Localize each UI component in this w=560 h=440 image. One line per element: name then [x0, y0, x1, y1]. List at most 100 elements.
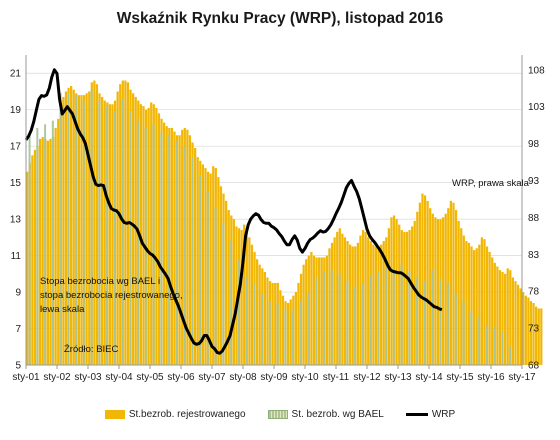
registered-bar [501, 272, 504, 365]
left-axis-tick-label: 7 [15, 324, 21, 335]
registered-bar [57, 118, 60, 365]
registered-bar [462, 235, 465, 365]
annotations: Stopa bezrobocia wg BAEL i stopa bezrobo… [40, 178, 530, 355]
left-axis-tick-label: 17 [10, 142, 22, 153]
bael-bar [377, 272, 380, 365]
bael-bar [485, 324, 488, 365]
registered-bar [119, 84, 122, 366]
registered-bar [26, 171, 29, 365]
legend-item-registered: St.bezrob. rejestrowanego [104, 409, 246, 420]
registered-bar [88, 91, 91, 366]
bael-bar [462, 301, 465, 365]
registered-bar [80, 95, 83, 365]
registered-bar [457, 220, 460, 365]
bael-bar [160, 133, 163, 365]
registered-bar [442, 217, 445, 365]
x-axis-tick-label: sty-05 [136, 372, 164, 383]
bael-bar [206, 191, 209, 365]
bael-bar [214, 208, 217, 365]
registered-bar [212, 166, 215, 365]
x-axis-tick-label: sty-08 [229, 372, 257, 383]
registered-bar [62, 96, 65, 366]
bael-bar [439, 279, 442, 365]
registered-bar [343, 237, 347, 365]
registered-bar [72, 89, 75, 365]
registered-bar [201, 164, 204, 365]
wrp-axis-note: WRP, prawa skala [452, 178, 530, 189]
registered-bar [478, 244, 481, 365]
bael-swatch-icon [267, 409, 288, 419]
registered-bar [349, 244, 352, 365]
registered-bar [475, 248, 478, 365]
registered-bar [150, 102, 153, 365]
bael-bar [261, 293, 264, 365]
registered-bar [341, 233, 344, 365]
registered-bar [173, 131, 176, 365]
registered-bar [382, 241, 385, 365]
bael-bar [98, 100, 101, 366]
registered-bar [374, 246, 378, 365]
registered-bar [256, 259, 259, 365]
x-axis-tick-label: sty-10 [291, 372, 319, 383]
chart-title: Wskaźnik Rynku Pracy (WRP), listopad 201… [116, 10, 444, 27]
registered-bar [108, 104, 111, 365]
registered-bar [49, 138, 52, 365]
registered-bar [281, 295, 285, 365]
registered-bar [235, 226, 238, 365]
registered-bar [103, 100, 106, 366]
registered-bar [426, 200, 429, 365]
right-axis-tick-label: 98 [528, 139, 540, 150]
wrp-line-layer [24, 68, 443, 355]
bael-bar [230, 241, 233, 365]
bael-bar [361, 282, 364, 365]
bael-bar [191, 157, 194, 365]
registered-bar [243, 224, 246, 365]
registered-bar [165, 126, 168, 365]
bael-bar [509, 346, 512, 365]
registered-bar [351, 246, 354, 365]
source-note: Źródło: BIEC [64, 344, 119, 355]
bael-bar [330, 270, 333, 365]
registered-bar [470, 246, 473, 365]
registered-bar [219, 186, 223, 365]
registered-bar [529, 301, 533, 365]
registered-bar [209, 173, 212, 365]
registered-bar [372, 244, 375, 365]
registered-unemployment-bars [26, 80, 543, 366]
registered-bar [132, 93, 135, 365]
left-series-note-line1: Stopa bezrobocia wg BAEL i [40, 276, 160, 287]
wrp-line [24, 68, 443, 355]
registered-bar [325, 255, 328, 365]
registered-bar [155, 107, 158, 365]
left-axis-tick-label: 13 [10, 215, 22, 226]
registered-bar [405, 231, 409, 365]
registered-bar [70, 86, 73, 365]
bael-bar [315, 277, 318, 365]
registered-bar [380, 244, 383, 365]
registered-bar [95, 84, 99, 366]
bael-bar [400, 264, 403, 365]
registered-bar [163, 122, 166, 366]
x-axis-tick-label: sty-15 [446, 372, 474, 383]
registered-swatch-icon [104, 409, 125, 419]
right-axis-tick-label: 88 [528, 213, 540, 224]
bael-bar [36, 127, 39, 365]
registered-bar [225, 200, 228, 365]
registered-bar [263, 272, 266, 365]
registered-bar [390, 217, 393, 365]
registered-bar [170, 127, 173, 365]
registered-bar [491, 257, 494, 365]
legend-label-bael: St. bezrob. wg BAEL [291, 408, 384, 420]
bael-bar [501, 332, 504, 365]
registered-bar [532, 303, 535, 365]
bael-bar [245, 277, 248, 365]
bael-bar [423, 281, 426, 365]
registered-bar [31, 155, 34, 365]
bael-bar [28, 135, 31, 365]
registered-bar [395, 219, 398, 365]
registered-bar [509, 270, 512, 365]
registered-bar [483, 239, 486, 365]
registered-bar [248, 237, 251, 365]
registered-bar [33, 149, 37, 365]
